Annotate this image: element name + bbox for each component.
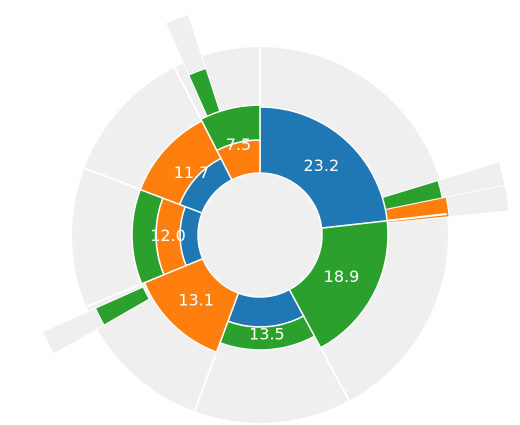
value-label: 11.7: [174, 163, 210, 182]
value-label: 23.2: [304, 156, 340, 175]
value-label: 13.1: [178, 291, 214, 310]
segment: [288, 219, 389, 349]
separator: [387, 213, 447, 222]
segment: [199, 104, 261, 152]
value-label: 13.5: [249, 324, 285, 343]
value-label: 12.0: [150, 226, 186, 245]
value-label: 18.9: [324, 267, 360, 286]
segment: [259, 106, 389, 229]
separator: [85, 282, 143, 308]
spike: [94, 286, 150, 326]
separator: [193, 354, 217, 412]
value-label: 7.5: [226, 135, 251, 154]
separator: [83, 167, 141, 191]
background-ring: [72, 47, 448, 423]
separator: [319, 347, 350, 402]
separator: [173, 67, 203, 122]
